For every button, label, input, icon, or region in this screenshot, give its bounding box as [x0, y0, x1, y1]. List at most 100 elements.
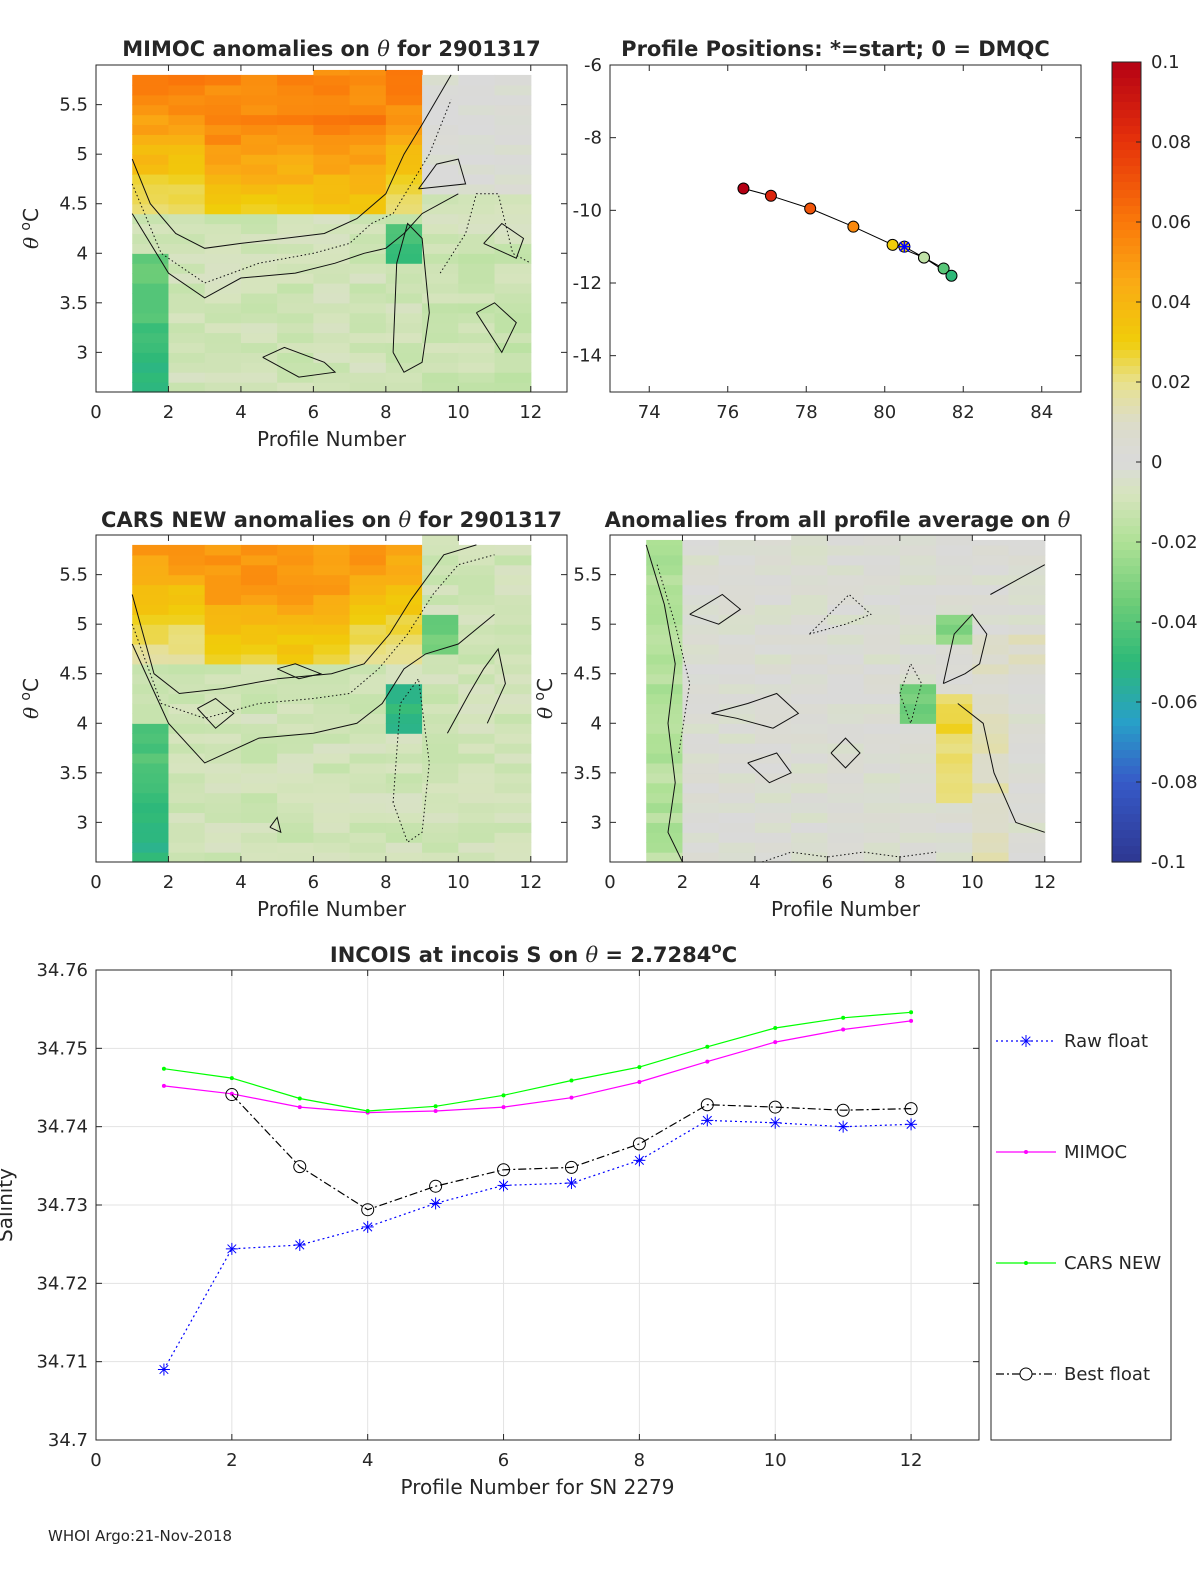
- colorbar-segment: [1112, 822, 1141, 831]
- heatmap-cell: [791, 772, 828, 784]
- profile-position-marker: [945, 269, 958, 282]
- heatmap-cell: [204, 604, 242, 615]
- star-stroke: [295, 1240, 305, 1250]
- y-tick-label: 5: [591, 614, 602, 635]
- heatmap-cell: [240, 762, 278, 774]
- heatmap-cell: [132, 842, 170, 853]
- y-axis-label: θ oC: [18, 208, 43, 249]
- heatmap-cell: [385, 584, 423, 596]
- colorbar-segment: [1112, 662, 1141, 671]
- heatmap-cell: [422, 713, 459, 724]
- heatmap-cell: [972, 782, 1010, 794]
- heatmap-cell: [972, 762, 1010, 774]
- colorbar-segment: [1112, 454, 1141, 463]
- colorbar-segment: [1112, 86, 1141, 95]
- axes-box: [95, 969, 980, 1441]
- heatmap-cell: [458, 802, 496, 814]
- heatmap-cell: [168, 273, 206, 284]
- x-tick-label: 12: [1033, 872, 1056, 893]
- heatmap-cell: [313, 134, 351, 145]
- heatmap-cell: [972, 673, 1010, 685]
- heatmap-cell: [277, 243, 314, 254]
- heatmap-cell: [494, 644, 532, 655]
- heatmap-cell: [422, 322, 459, 334]
- contour-line-avg: [711, 692, 800, 729]
- colorbar-segment: [1112, 774, 1141, 783]
- heatmap-cell: [827, 693, 865, 705]
- heatmap-cell: [494, 634, 532, 645]
- heatmap-cell: [240, 154, 278, 165]
- contour-line-cars: [131, 554, 495, 719]
- colorbar-segment: [1112, 294, 1141, 303]
- heatmap-cell: [754, 693, 792, 705]
- heatmap-cell: [863, 663, 901, 675]
- x-tick-label: 4: [362, 1450, 373, 1471]
- heatmap-cell: [422, 223, 459, 235]
- heatmap-cell: [349, 723, 387, 734]
- legend-box: [990, 969, 1172, 1441]
- heatmap-cell: [132, 653, 170, 665]
- heatmap-cell: [646, 574, 684, 586]
- heatmap-cell: [754, 663, 792, 675]
- heatmap-cell: [240, 283, 278, 294]
- heatmap-cell: [646, 539, 684, 546]
- heatmap-cell: [458, 104, 496, 116]
- colorbar-segment: [1112, 366, 1141, 375]
- heatmap-cell: [1008, 822, 1046, 833]
- heatmap-cell: [132, 292, 170, 304]
- contour-line-avg: [656, 564, 691, 754]
- heatmap-cell: [313, 332, 351, 344]
- heatmap-cell: [422, 594, 459, 605]
- heatmap-cell: [349, 322, 387, 334]
- heatmap-cell: [132, 644, 170, 655]
- heatmap-cell: [754, 574, 792, 586]
- heatmap-cell: [349, 554, 387, 566]
- heatmap-cell: [422, 243, 459, 254]
- heatmap-cell: [646, 822, 684, 833]
- heatmap-cell: [458, 644, 496, 655]
- heatmap-cell: [791, 574, 828, 586]
- heatmap-cell: [646, 604, 684, 615]
- heatmap-cell: [277, 584, 314, 596]
- heatmap-cell: [422, 564, 459, 576]
- heatmap-cell: [168, 693, 206, 705]
- data-point: [637, 1080, 642, 1085]
- heatmap-cell: [168, 372, 206, 383]
- heatmap-cell: [385, 292, 423, 304]
- heatmap-cell: [899, 574, 937, 586]
- heatmap-cell: [718, 574, 756, 586]
- heatmap-cell: [132, 693, 170, 705]
- y-tick-label: 4: [77, 243, 88, 264]
- y-tick-label: -8: [584, 128, 602, 149]
- heatmap-cell: [349, 663, 387, 675]
- heatmap-cell: [204, 302, 242, 314]
- heatmap-cell: [718, 842, 756, 853]
- heatmap-cell: [132, 772, 170, 784]
- heatmap-cell: [385, 574, 423, 586]
- heatmap-cell: [682, 772, 720, 784]
- heatmap-cell: [899, 832, 937, 843]
- heatmap-cell: [827, 673, 865, 685]
- heatmap-cell: [132, 624, 170, 635]
- heatmap-cell: [313, 564, 351, 576]
- heatmap-cell: [718, 812, 756, 823]
- heatmap-cell: [204, 743, 242, 754]
- heatmap-cell: [899, 852, 937, 863]
- heatmap-cell: [754, 673, 792, 685]
- star-stroke: [566, 1178, 577, 1188]
- heatmap-cell: [863, 753, 901, 764]
- contour-line-avg: [990, 564, 1046, 595]
- heatmap-cell: [494, 203, 532, 215]
- series-line-mimoc: [163, 1020, 912, 1114]
- heatmap-cell: [313, 193, 351, 205]
- heatmap-cell: [718, 554, 756, 566]
- heatmap-cell: [827, 703, 865, 714]
- heatmap-cell: [718, 852, 756, 863]
- heatmap-cell: [422, 94, 459, 106]
- heatmap-cell: [1008, 713, 1046, 724]
- heatmap-cell: [168, 762, 206, 774]
- colorbar-segment: [1112, 590, 1141, 599]
- data-point: [909, 1018, 914, 1023]
- data-point: [429, 1179, 443, 1193]
- heatmap-cell: [385, 253, 423, 264]
